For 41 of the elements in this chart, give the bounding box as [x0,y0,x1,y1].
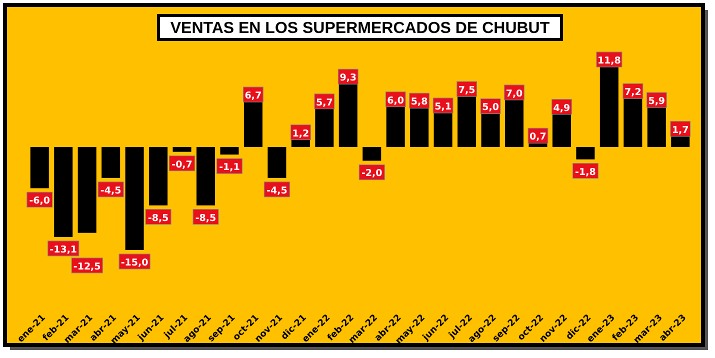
data-label: -15,0 [120,258,149,268]
data-label: 5,8 [410,96,428,108]
data-label: -13,1 [50,244,78,256]
data-label: -2,0 [361,168,383,180]
data-label: 1,7 [672,124,689,136]
data-label: 1,2 [292,128,310,140]
data-label: 5,9 [648,96,666,108]
data-label: 5,0 [482,102,500,114]
data-label: 4,9 [553,102,570,114]
bar [125,147,144,250]
bar [196,147,215,206]
data-label: 7,5 [458,85,476,96]
data-label: -6,0 [29,196,50,207]
data-label: -12,5 [73,261,101,272]
data-label: -4,5 [100,185,122,196]
data-label: 9,3 [340,72,357,84]
bar [54,147,73,237]
data-label: 7,2 [624,87,642,98]
data-label: 0,7 [530,132,546,143]
bar [78,147,96,233]
data-label: -1,8 [575,166,596,178]
data-label: -8,5 [148,212,169,224]
bar [30,147,49,188]
data-label: 11,8 [597,56,622,66]
data-label: 6,7 [244,90,262,102]
bar [172,147,192,152]
data-label: -1,1 [219,162,240,174]
chart-title: VENTAS EN LOS SUPERMERCADOS DE CHUBUT [170,20,550,37]
bar [576,147,595,160]
data-label: 6,0 [387,95,404,106]
data-label: -4,5 [266,185,288,196]
data-label: 5,7 [316,97,333,108]
data-label: 7,0 [506,88,524,100]
bar [268,147,286,178]
bar [102,147,120,178]
data-label: -0,7 [172,159,192,170]
bar [149,147,168,206]
bar [220,147,239,155]
data-label: 5,1 [434,102,452,112]
data-label: -8,5 [195,212,216,224]
bar [362,147,382,161]
